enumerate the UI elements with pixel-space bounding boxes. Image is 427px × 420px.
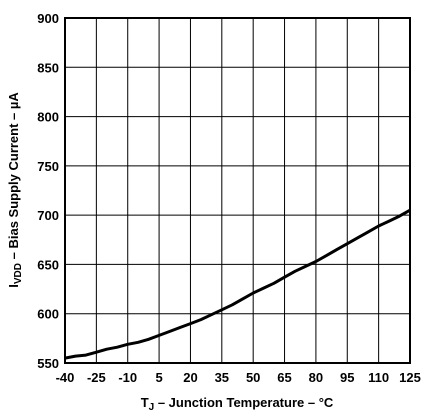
x-tick-label: 5 <box>155 370 162 385</box>
x-tick-labels: -40 -25 -10 5 20 35 50 65 80 95 110 125 <box>56 370 421 385</box>
y-tick-label: 550 <box>37 356 59 371</box>
y-tick-label: 900 <box>37 11 59 26</box>
x-tick-label: 80 <box>309 370 323 385</box>
series-line <box>64 208 411 360</box>
x-tick-label: -25 <box>87 370 106 385</box>
y-tick-label: 600 <box>37 307 59 322</box>
y-axis-title: IVDD – Bias Supply Current – µA <box>6 92 24 288</box>
x-tick-label: -40 <box>56 370 75 385</box>
x-tick-label: 110 <box>368 370 389 385</box>
x-tick-label: 20 <box>183 370 197 385</box>
y-tick-label: 750 <box>37 159 59 174</box>
x-tick-label: 65 <box>277 370 291 385</box>
x-tick-label: 95 <box>340 370 354 385</box>
plot-frame <box>64 17 411 364</box>
y-tick-label: 650 <box>37 257 59 272</box>
x-tick-label: 125 <box>399 370 421 385</box>
y-tick-labels: 550 600 650 700 750 800 850 900 <box>37 11 59 371</box>
x-axis-title: TJ – Junction Temperature – °C <box>141 395 334 413</box>
y-tick-label: 850 <box>37 60 59 75</box>
grid <box>65 18 410 363</box>
x-tick-label: 35 <box>215 370 229 385</box>
x-tick-label: 50 <box>246 370 260 385</box>
series-layer <box>64 208 411 360</box>
y-tick-label: 700 <box>37 208 59 223</box>
y-tick-label: 800 <box>37 110 59 125</box>
x-tick-label: -10 <box>118 370 137 385</box>
